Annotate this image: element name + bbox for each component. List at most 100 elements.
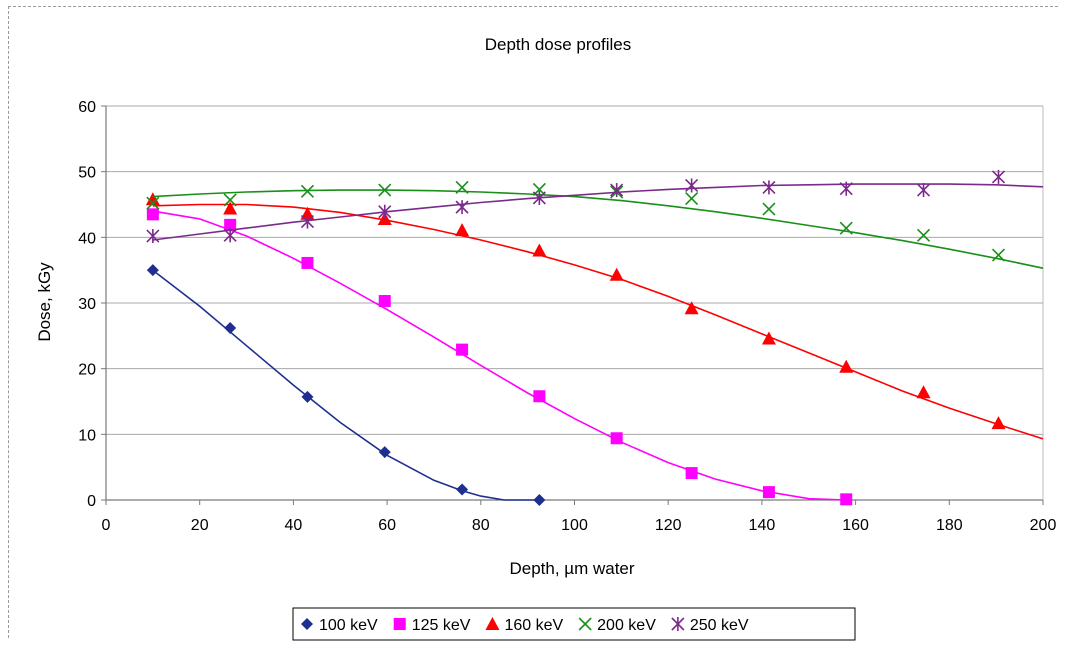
x-tick-label-180: 180 bbox=[936, 517, 963, 534]
data-point-160-kev-12 bbox=[991, 416, 1006, 430]
fit-line-160-kev bbox=[152, 203, 1044, 440]
data-point-250-kev-8 bbox=[685, 178, 699, 193]
x-tick-label-160: 160 bbox=[842, 517, 869, 534]
y-tick-label-0: 0 bbox=[87, 493, 96, 510]
chart-frame bbox=[8, 6, 1058, 638]
fit-line-100-kev bbox=[152, 269, 540, 501]
x-tick-label-100: 100 bbox=[561, 517, 588, 534]
y-tick-label-50: 50 bbox=[78, 165, 96, 182]
data-point-160-kev-1 bbox=[145, 192, 160, 206]
series-250-kev bbox=[146, 169, 1044, 244]
data-point-100-kev-1 bbox=[146, 264, 159, 277]
y-tick-label-20: 20 bbox=[78, 362, 96, 379]
legend-label-250-kev: 250 keV bbox=[690, 617, 749, 634]
legend-label-160-kev: 160 keV bbox=[504, 617, 563, 634]
data-point-250-kev-6 bbox=[532, 190, 546, 205]
legend-item-200-kev: 200 keV bbox=[578, 617, 656, 634]
data-point-250-kev-12 bbox=[991, 169, 1006, 184]
x-tick-label-120: 120 bbox=[655, 517, 682, 534]
data-point-160-kev-5 bbox=[455, 223, 470, 237]
legend-marker-125-kev bbox=[393, 618, 406, 630]
data-point-200-kev-1 bbox=[146, 196, 160, 210]
data-point-250-kev-9 bbox=[762, 180, 776, 195]
data-point-250-kev-3 bbox=[300, 214, 315, 229]
legend-item-160-kev: 160 keV bbox=[485, 617, 563, 634]
data-point-200-kev-3 bbox=[300, 184, 315, 198]
data-point-125-kev-7 bbox=[610, 432, 623, 445]
data-point-250-kev-5 bbox=[455, 200, 469, 215]
data-point-200-kev-4 bbox=[378, 183, 392, 197]
x-tick-labels: 0 20 40 60 80 100 120 140 160 180 200 bbox=[102, 500, 1057, 534]
data-point-250-kev-7 bbox=[610, 183, 624, 198]
data-point-200-kev-11 bbox=[916, 228, 931, 242]
y-tick-label-40: 40 bbox=[78, 230, 96, 247]
data-point-250-kev-11 bbox=[916, 183, 931, 198]
series-125-kev bbox=[146, 208, 853, 506]
data-point-250-kev-1 bbox=[146, 229, 160, 244]
x-tick-label-140: 140 bbox=[749, 517, 776, 534]
data-point-160-kev-11 bbox=[916, 385, 931, 399]
data-point-200-kev-10 bbox=[839, 221, 853, 235]
x-tick-label-0: 0 bbox=[102, 517, 111, 534]
data-point-125-kev-10 bbox=[840, 493, 853, 506]
data-point-200-kev-2 bbox=[223, 193, 237, 207]
data-point-200-kev-5 bbox=[455, 180, 469, 194]
fit-line-200-kev bbox=[152, 189, 1044, 269]
data-point-200-kev-9 bbox=[762, 202, 776, 216]
data-point-125-kev-8 bbox=[685, 467, 698, 480]
legend-box bbox=[292, 607, 856, 641]
data-point-125-kev-5 bbox=[456, 343, 469, 356]
x-axis-title: Depth, µm water bbox=[509, 559, 634, 578]
data-point-200-kev-8 bbox=[685, 192, 699, 206]
legend-marker-200-kev bbox=[578, 617, 592, 631]
y-tick-label-10: 10 bbox=[78, 427, 96, 444]
data-point-250-kev-10 bbox=[839, 181, 853, 196]
chart-title: Depth dose profiles bbox=[485, 35, 631, 54]
legend-marker-160-kev bbox=[485, 617, 500, 630]
series-100-kev bbox=[146, 264, 546, 506]
x-tick-label-80: 80 bbox=[472, 517, 490, 534]
x-tick-label-200: 200 bbox=[1030, 517, 1057, 534]
x-tick-label-60: 60 bbox=[378, 517, 396, 534]
legend-label-200-kev: 200 keV bbox=[597, 617, 656, 634]
data-point-100-kev-2 bbox=[224, 321, 237, 334]
data-point-125-kev-3 bbox=[301, 256, 314, 269]
data-point-125-kev-6 bbox=[533, 390, 546, 403]
legend-label-125-kev: 125 keV bbox=[412, 617, 471, 634]
legend-marker-100-kev bbox=[301, 618, 313, 630]
data-point-160-kev-7 bbox=[609, 267, 624, 281]
data-point-125-kev-4 bbox=[378, 295, 391, 308]
data-point-250-kev-2 bbox=[223, 228, 237, 243]
series-layer bbox=[145, 169, 1044, 506]
data-point-100-kev-3 bbox=[301, 390, 314, 403]
data-point-160-kev-10 bbox=[839, 359, 854, 373]
fit-line-250-kev bbox=[152, 183, 1044, 241]
y-tick-labels: 0 10 20 30 40 50 60 bbox=[78, 99, 106, 510]
y-tick-label-30: 30 bbox=[78, 296, 96, 313]
fit-line-125-kev bbox=[152, 210, 847, 501]
data-point-100-kev-5 bbox=[456, 483, 469, 496]
legend-label-100-kev: 100 keV bbox=[319, 617, 378, 634]
data-point-100-kev-6 bbox=[533, 494, 546, 506]
data-point-160-kev-3 bbox=[300, 206, 315, 220]
data-point-160-kev-9 bbox=[761, 331, 776, 345]
x-tick-label-40: 40 bbox=[285, 517, 303, 534]
series-200-kev bbox=[146, 180, 1044, 269]
legend-marker-250-kev bbox=[671, 617, 685, 631]
series-160-kev bbox=[145, 192, 1044, 440]
legend-item-100-kev: 100 keV bbox=[301, 617, 378, 634]
grid-lines bbox=[106, 105, 1043, 435]
legend: 100 keV 125 keV 160 keV 200 keV 250 keV bbox=[292, 607, 856, 641]
legend-item-250-kev: 250 keV bbox=[671, 617, 749, 634]
y-axis-title: Dose, kGy bbox=[35, 262, 54, 342]
data-point-160-kev-8 bbox=[684, 301, 699, 315]
x-tick-label-20: 20 bbox=[191, 517, 209, 534]
legend-item-125-kev: 125 keV bbox=[393, 617, 471, 634]
data-point-125-kev-9 bbox=[762, 486, 775, 499]
data-point-125-kev-1 bbox=[146, 208, 159, 221]
data-point-160-kev-6 bbox=[532, 243, 547, 257]
data-point-125-kev-2 bbox=[224, 218, 237, 231]
data-point-250-kev-4 bbox=[378, 204, 392, 219]
data-point-100-kev-4 bbox=[378, 446, 391, 459]
